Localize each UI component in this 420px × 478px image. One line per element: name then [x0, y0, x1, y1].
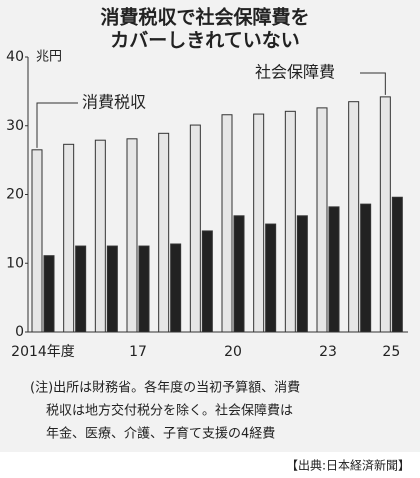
bar: [316, 107, 328, 333]
legend-leader: [36, 102, 78, 148]
bar: [360, 203, 372, 333]
y-tick-label: 40: [6, 49, 24, 65]
x-tick-label: 2014年度: [11, 344, 75, 360]
y-tick-label: 20: [6, 187, 24, 203]
y-tick-label: 30: [6, 118, 24, 134]
bar: [126, 138, 138, 333]
bar: [265, 223, 277, 333]
bar: [221, 114, 233, 333]
bar: [253, 113, 265, 333]
note: 税収は地方交付税分を除く。社会保障費は: [46, 403, 293, 419]
x-tick-label: 23: [319, 344, 337, 360]
bar: [201, 230, 213, 333]
source: 【出典:日本経済新聞】: [286, 458, 410, 473]
bar: [31, 149, 43, 333]
bar: [379, 96, 391, 333]
x-tick-label: 17: [129, 344, 147, 360]
bar: [170, 243, 182, 333]
legend-label: 消費税収: [82, 93, 146, 112]
bar: [106, 245, 118, 333]
bar: [233, 215, 245, 333]
bar: [391, 196, 403, 333]
bar: [43, 255, 55, 333]
bar: [63, 143, 75, 333]
y-tick-label: 10: [6, 255, 24, 271]
note: (注)出所は財務省。各年度の当初予算額、消費: [30, 380, 300, 396]
chart-title: カバーしきれていない: [110, 30, 299, 52]
legend-leader: [360, 72, 386, 95]
bar: [94, 139, 106, 333]
bar: [284, 110, 296, 333]
note: 年金、医療、介護、子育て支援の4経費: [46, 426, 275, 442]
y-unit: 兆円: [36, 50, 62, 65]
x-tick-label: 25: [382, 344, 400, 360]
bar: [348, 101, 360, 333]
x-tick-label: 20: [224, 344, 242, 360]
legend-label: 社会保障費: [255, 63, 335, 82]
bar: [189, 124, 201, 333]
bar: [138, 245, 150, 333]
y-tick-label: 0: [15, 324, 24, 340]
bar: [296, 215, 308, 333]
chart-title: 消費税収で社会保障費を: [100, 6, 309, 29]
bar: [158, 132, 170, 333]
bar: [75, 245, 87, 333]
bar: [328, 206, 340, 333]
